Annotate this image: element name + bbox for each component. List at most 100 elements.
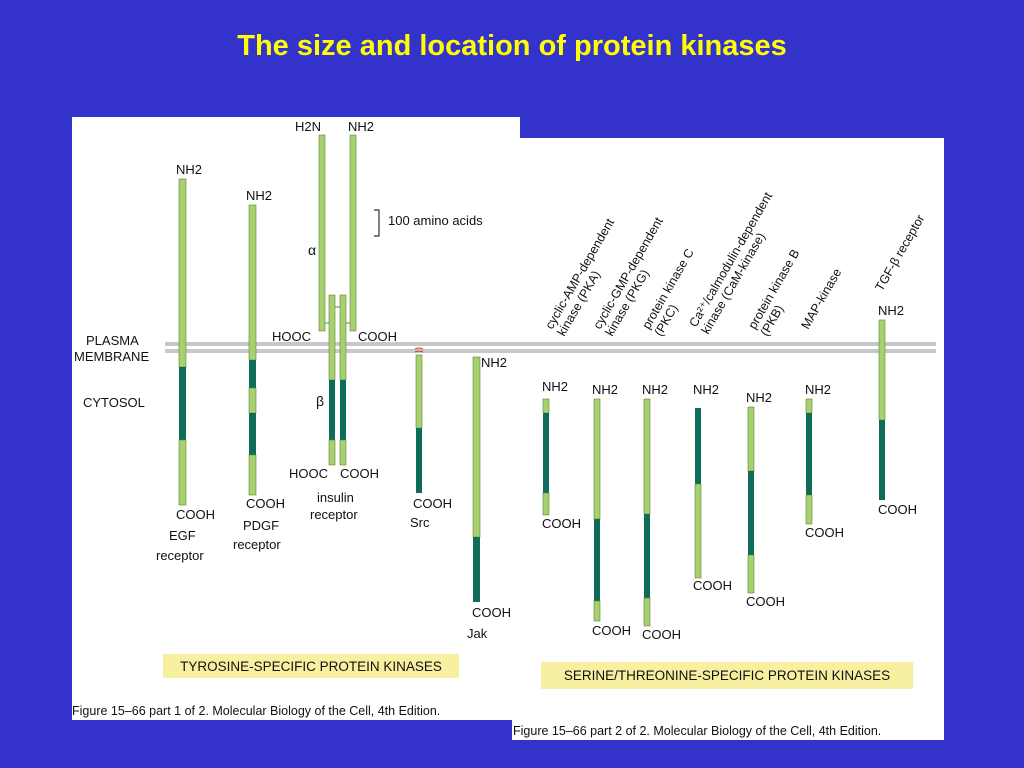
light-segment (643, 398, 651, 515)
serine-threonine-kinases-diagram: cyclic-AMP-dependent kinase (PKA) cyclic… (512, 189, 936, 642)
tyrosine-kinases-figure: PLASMA MEMBRANE CYTOSOL 100 amino acids … (72, 117, 520, 720)
alpha-subunit (318, 134, 326, 332)
light-segment (542, 398, 550, 414)
scale-label: 100 amino acids (388, 213, 483, 228)
kinase-domain (329, 380, 335, 440)
beta-label: β (316, 393, 324, 409)
cooh-label: COOH (176, 507, 215, 522)
serine-threonine-banner: SERINE/THREONINE-SPECIFIC PROTEIN KINASE… (541, 662, 913, 689)
nh2-label: NH2 (592, 382, 618, 397)
light-segment (805, 398, 813, 414)
plasma-membrane-line (512, 342, 936, 346)
light-segment (878, 319, 886, 421)
kinase-insert (248, 387, 257, 414)
cooh-label: COOH (542, 516, 581, 531)
nh2-label: NH2 (542, 379, 568, 394)
cooh-label: COOH (746, 594, 785, 609)
src-kinase: COOH Src (410, 347, 452, 530)
insulin-receptor: H2N NH2 α β HOOC COOH HOOC COOH insulin … (272, 119, 397, 522)
h2n-label: H2N (295, 119, 321, 134)
kinase-domain (473, 537, 480, 602)
cooh-label: COOH (358, 329, 397, 344)
egf-name: receptor (156, 548, 204, 563)
kinase-domain (543, 413, 549, 493)
light-segment (178, 178, 187, 368)
light-segment (805, 494, 813, 525)
pdgf-receptor: NH2 COOH PDGF receptor (233, 188, 285, 552)
cooh-label: COOH (246, 496, 285, 511)
jak-kinase: NH2 COOH Jak (467, 355, 511, 641)
nh2-label: NH2 (642, 382, 668, 397)
nh2-label: NH2 (746, 390, 772, 405)
beta-subunit (328, 294, 336, 381)
light-segment (248, 454, 257, 496)
nh2-label: NH2 (176, 162, 202, 177)
figure-caption: Figure 15–66 part 1 of 2. Molecular Biol… (72, 704, 441, 718)
light-segment (248, 204, 257, 361)
kinase-domain (416, 428, 422, 493)
light-segment (643, 597, 651, 627)
kinase-domain (249, 360, 256, 388)
pkc-kinase: NH2 COOH (642, 382, 681, 642)
pdgf-name: receptor (233, 537, 281, 552)
insulin-name: receptor (310, 507, 358, 522)
kinase-domain (806, 413, 812, 495)
disulfide-bonds (325, 306, 350, 324)
light-segment (593, 600, 601, 622)
kinase-domain (695, 408, 701, 484)
cooh-label: COOH (642, 627, 681, 642)
nh2-label: NH2 (805, 382, 831, 397)
scale-bracket (374, 209, 380, 237)
cooh-label: COOH (340, 466, 379, 481)
membrane-label: PLASMA (86, 333, 139, 348)
cooh-label: COOH (472, 605, 511, 620)
membrane-label: MEMBRANE (74, 349, 149, 364)
light-segment (542, 492, 550, 516)
cooh-label: COOH (592, 623, 631, 638)
pka-kinase: NH2 COOH (542, 379, 581, 531)
lipid-anchor (414, 347, 424, 353)
light-segment (178, 439, 187, 506)
kinase-domain (340, 380, 346, 440)
cooh-label: COOH (693, 578, 732, 593)
figure-caption: Figure 15–66 part 2 of 2. Molecular Biol… (513, 724, 882, 738)
cooh-label: COOH (878, 502, 917, 517)
egf-receptor: NH2 COOH EGF receptor (156, 162, 215, 563)
light-segment (593, 398, 601, 520)
serine-threonine-kinases-figure: cyclic-AMP-dependent kinase (PKA) cyclic… (512, 138, 944, 740)
tyrosine-banner: TYROSINE-SPECIFIC PROTEIN KINASES (163, 654, 459, 678)
map-kinase: NH2 COOH (805, 382, 844, 540)
nh2-label: NH2 (246, 188, 272, 203)
light-segment (328, 439, 336, 466)
kinase-domain (879, 420, 885, 500)
cooh-label: COOH (413, 496, 452, 511)
kinase-header: TGF-β receptor (872, 212, 927, 293)
cam-kinase: NH2 COOH (693, 382, 732, 593)
nh2-label: NH2 (693, 382, 719, 397)
light-segment (339, 439, 347, 466)
cytosol-label: CYTOSOL (83, 395, 145, 410)
alpha-label: α (308, 242, 316, 258)
light-segment (415, 354, 423, 429)
kinase-domain (249, 413, 256, 455)
jak-name: Jak (467, 626, 488, 641)
egf-name: EGF (169, 528, 196, 543)
kinase-domain (644, 514, 650, 598)
kinase-name: MAP-kinase (798, 266, 844, 331)
cooh-label: COOH (805, 525, 844, 540)
pkg-kinase: NH2 COOH (592, 382, 631, 638)
light-segment (694, 483, 702, 579)
tyrosine-kinases-diagram: PLASMA MEMBRANE CYTOSOL 100 amino acids … (74, 119, 520, 641)
light-segment (747, 406, 755, 472)
kinase-domain (594, 519, 600, 601)
light-segment (747, 554, 755, 594)
slide-title: The size and location of protein kinases (237, 30, 787, 62)
nh2-label: NH2 (878, 303, 904, 318)
kinase-header: MAP-kinase (798, 266, 844, 331)
beta-subunit (339, 294, 347, 381)
nh2-label: NH2 (348, 119, 374, 134)
pdgf-name: PDGF (243, 518, 279, 533)
alpha-subunit (349, 134, 357, 332)
pkb-kinase: NH2 COOH (746, 390, 785, 609)
tgf-beta-receptor: NH2 COOH (878, 303, 917, 517)
